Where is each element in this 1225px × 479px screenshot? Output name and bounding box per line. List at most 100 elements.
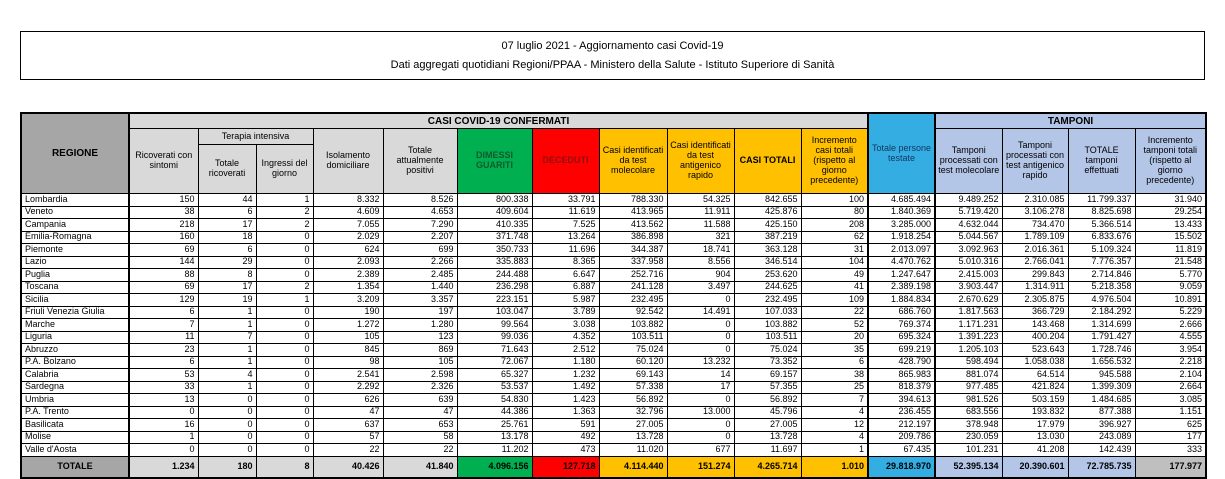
value-cell: 683.556 — [934, 405, 1003, 419]
report-title-line2: Dati aggregati quotidiani Regioni/PPAA -… — [390, 59, 835, 72]
value-cell: 31 — [800, 243, 869, 257]
table-row: Abruzzo 23 1 0 845 869 71.643 2.512 75.024 0 75.02… — [20, 343, 1207, 357]
value-cell: 23 — [128, 343, 199, 357]
value-cell: 13.264 — [531, 230, 600, 244]
value-cell: 208 — [800, 218, 869, 232]
value-cell: 2.485 — [382, 268, 458, 282]
value-cell: 57 — [312, 430, 384, 444]
value-cell: 4.609 — [312, 205, 384, 219]
value-cell: 394.613 — [867, 393, 937, 407]
value-cell: 13.232 — [666, 355, 735, 369]
value-cell: 2.389 — [312, 268, 384, 282]
value-cell: 1.058.038 — [1001, 355, 1069, 369]
value-cell: 29 — [197, 255, 257, 269]
value-cell: 103.511 — [733, 330, 802, 344]
region-name-cell: Lombardia — [20, 193, 130, 207]
total-value-cell: 4.096.156 — [456, 455, 533, 478]
value-cell: 22 — [382, 443, 458, 457]
value-cell: 677 — [666, 443, 735, 457]
value-cell: 0 — [666, 293, 735, 307]
value-cell: 0 — [666, 343, 735, 357]
value-cell: 72.067 — [456, 355, 533, 369]
value-cell: 1.399.309 — [1067, 380, 1136, 394]
value-cell: 9.489.252 — [934, 193, 1003, 207]
total-value-cell: 41.840 — [382, 455, 458, 478]
value-cell: 1.840.369 — [867, 205, 937, 219]
value-cell: 299.843 — [1001, 268, 1069, 282]
value-cell: 4 — [197, 368, 257, 382]
value-cell: 8.825.698 — [1067, 205, 1136, 219]
value-cell: 253.620 — [733, 268, 802, 282]
value-cell: 22 — [800, 305, 869, 319]
value-cell: 17 — [197, 218, 257, 232]
value-cell: 1 — [197, 318, 257, 332]
value-cell: 18 — [197, 230, 257, 244]
total-value-cell: 29.818.970 — [867, 455, 937, 478]
table-row: Liguria 11 7 0 105 123 99.036 4.352 103.511 0 103.… — [20, 330, 1207, 344]
value-cell: 865.983 — [867, 368, 937, 382]
value-cell: 386.898 — [598, 230, 668, 244]
value-cell: 0 — [255, 368, 314, 382]
value-cell: 53 — [128, 368, 199, 382]
value-cell: 58 — [382, 430, 458, 444]
value-cell: 11.202 — [456, 443, 533, 457]
value-cell: 99.564 — [456, 318, 533, 332]
value-cell: 7.525 — [531, 218, 600, 232]
value-cell: 0 — [255, 268, 314, 282]
value-cell: 598.494 — [934, 355, 1003, 369]
total-value-cell: 127.718 — [531, 455, 600, 478]
value-cell: 53.537 — [456, 380, 533, 394]
value-cell: 103.882 — [733, 318, 802, 332]
value-cell: 2.666 — [1134, 318, 1207, 332]
region-name-cell: Umbria — [20, 393, 130, 407]
table-row: Puglia 88 8 0 2.389 2.485 244.488 6.647 252.716 9… — [20, 268, 1207, 282]
report-header: 07 luglio 2021 - Aggiornamento casi Covi… — [20, 31, 1205, 80]
value-cell: 5.770 — [1134, 268, 1207, 282]
value-cell: 3.209 — [312, 293, 384, 307]
value-cell: 5.987 — [531, 293, 600, 307]
region-name-cell: Friuli Venezia Giulia — [20, 305, 130, 319]
value-cell: 123 — [382, 330, 458, 344]
value-cell: 33.791 — [531, 193, 600, 207]
value-cell: 2.389.198 — [867, 280, 937, 294]
header-attualmente-positivi: Totale attualmente positivi — [382, 128, 458, 194]
value-cell: 11.588 — [666, 218, 735, 232]
value-cell: 335.883 — [456, 255, 533, 269]
value-cell: 842.655 — [733, 193, 802, 207]
value-cell: 129 — [128, 293, 199, 307]
value-cell: 45.796 — [733, 405, 802, 419]
value-cell: 5.719.420 — [934, 205, 1003, 219]
table-row: Basilicata 16 0 0 637 653 25.761 591 27.005 0 27.0… — [20, 418, 1207, 432]
value-cell: 71.643 — [456, 343, 533, 357]
value-cell: 769.374 — [867, 318, 937, 332]
value-cell: 6.833.676 — [1067, 230, 1136, 244]
value-cell: 410.335 — [456, 218, 533, 232]
value-cell: 2.598 — [382, 368, 458, 382]
value-cell: 1 — [800, 443, 869, 457]
total-row: TOTALE 1.234 180 8 40.426 41.840 4.096.156 127.… — [20, 455, 1207, 478]
total-label-cell: TOTALE — [20, 455, 130, 478]
table-row: Toscana 69 17 2 1.354 1.440 236.298 6.887 241.12… — [20, 280, 1207, 294]
value-cell: 14.491 — [666, 305, 735, 319]
table-row: Marche 7 1 0 1.272 1.280 99.564 3.038 103.882 0 10… — [20, 318, 1207, 332]
value-cell: 2.104 — [1134, 368, 1207, 382]
value-cell: 2.184.292 — [1067, 305, 1136, 319]
value-cell: 2.512 — [531, 343, 600, 357]
value-cell: 2.310.085 — [1001, 193, 1069, 207]
value-cell: 105 — [312, 330, 384, 344]
value-cell: 396.927 — [1067, 418, 1136, 432]
region-name-cell: Calabria — [20, 368, 130, 382]
value-cell: 1.171.231 — [934, 318, 1003, 332]
value-cell: 7 — [800, 393, 869, 407]
table-row: Lombardia 150 44 1 8.332 8.526 800.338 33.791 78… — [20, 193, 1207, 207]
value-cell: 734.470 — [1001, 218, 1069, 232]
value-cell: 44 — [197, 193, 257, 207]
value-cell: 236.455 — [867, 405, 937, 419]
value-cell: 13.728 — [598, 430, 668, 444]
value-cell: 1.354 — [312, 280, 384, 294]
region-name-cell: Valle d'Aosta — [20, 443, 130, 457]
value-cell: 150 — [128, 193, 199, 207]
value-cell: 67.435 — [867, 443, 937, 457]
value-cell: 11.799.337 — [1067, 193, 1136, 207]
header-regione: REGIONE — [20, 112, 130, 194]
